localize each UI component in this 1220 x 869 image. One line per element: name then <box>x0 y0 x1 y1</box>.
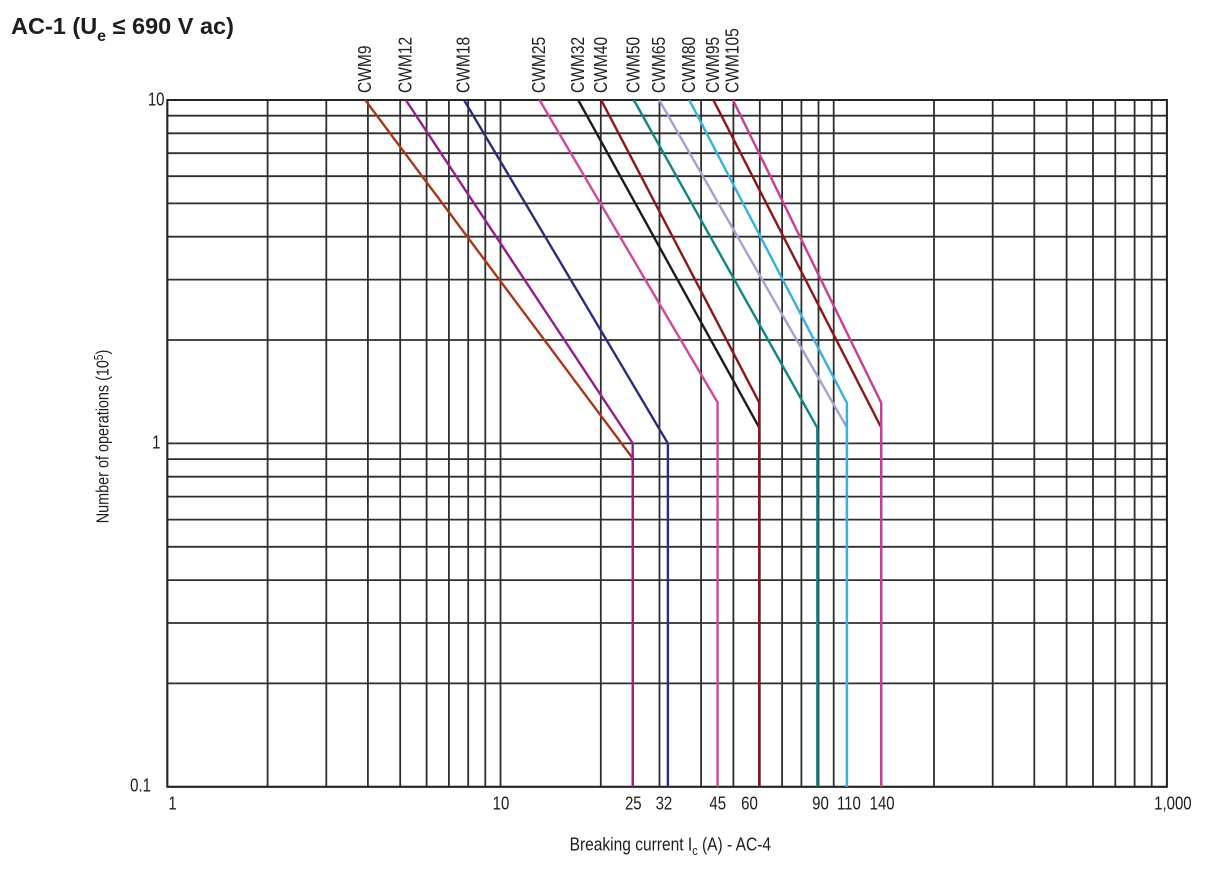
svg-text:32: 32 <box>656 793 673 814</box>
svg-text:CWM50: CWM50 <box>623 37 644 93</box>
svg-text:140: 140 <box>870 793 895 814</box>
svg-text:CWM9: CWM9 <box>355 46 376 93</box>
svg-text:10: 10 <box>148 89 165 110</box>
svg-text:90: 90 <box>812 793 829 814</box>
svg-text:45: 45 <box>709 793 726 814</box>
svg-text:CWM65: CWM65 <box>649 37 670 93</box>
svg-text:1,000: 1,000 <box>1154 793 1191 814</box>
svg-text:CWM32: CWM32 <box>568 37 589 93</box>
svg-text:CWM40: CWM40 <box>591 37 612 93</box>
svg-text:10: 10 <box>493 793 510 814</box>
svg-text:CWM18: CWM18 <box>453 37 474 93</box>
svg-text:CWM25: CWM25 <box>529 37 550 93</box>
svg-text:CWM12: CWM12 <box>395 37 416 93</box>
svg-text:110: 110 <box>837 793 861 814</box>
svg-text:60: 60 <box>741 793 758 814</box>
svg-text:CWM80: CWM80 <box>679 37 700 93</box>
svg-text:25: 25 <box>625 793 642 814</box>
svg-text:1: 1 <box>168 793 176 814</box>
svg-text:1: 1 <box>152 432 160 453</box>
svg-text:CWM95: CWM95 <box>703 37 724 93</box>
svg-text:Breaking current Ic (A) - AC-4: Breaking current Ic (A) - AC-4 <box>570 834 771 858</box>
svg-text:Number of operations (105): Number of operations (105) <box>93 350 113 523</box>
svg-text:CWM105: CWM105 <box>722 28 743 93</box>
svg-text:0.1: 0.1 <box>130 775 151 796</box>
